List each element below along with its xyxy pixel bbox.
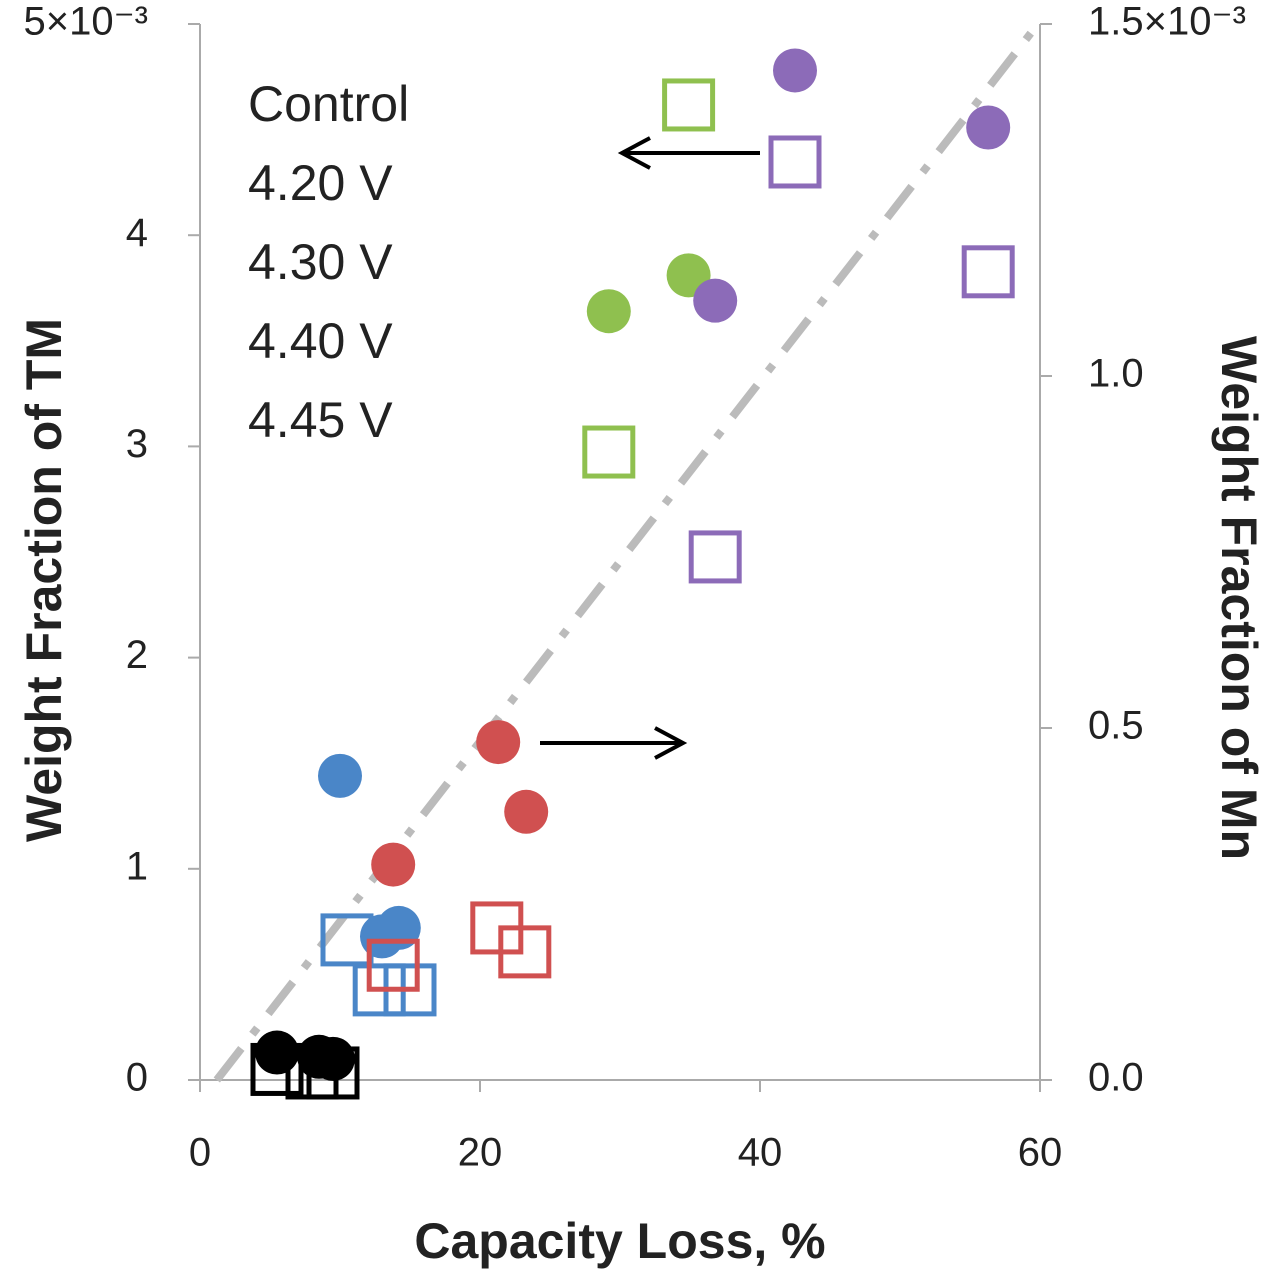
mn-marker xyxy=(688,530,742,584)
y2-tick-label: 1.5×10⁻³ xyxy=(1088,0,1246,44)
legend-label: 4.20 V xyxy=(248,155,393,211)
tm-marker xyxy=(318,753,362,798)
mn-marker xyxy=(961,245,1015,299)
x-tick-label: 40 xyxy=(738,1131,783,1175)
y-tick-label: 4 xyxy=(126,211,148,255)
mn-marker xyxy=(366,938,420,992)
mn-marker xyxy=(768,135,822,189)
tm-marker xyxy=(773,48,817,93)
mn-marker xyxy=(662,78,716,132)
tm-marker xyxy=(966,105,1011,150)
tm-marker xyxy=(586,289,631,334)
arrow xyxy=(617,136,760,170)
tm-marker xyxy=(255,1030,299,1075)
tm-marker xyxy=(371,842,416,887)
legend-label: Control xyxy=(248,76,409,132)
tm-marker xyxy=(476,720,521,765)
trendline xyxy=(213,27,1037,1083)
y2-axis-title: Weight Fraction of Mn xyxy=(1211,336,1267,860)
legend-label: 4.40 V xyxy=(248,313,393,369)
legend-label: 4.45 V xyxy=(248,392,393,448)
tm-marker xyxy=(504,789,549,834)
arrow xyxy=(540,726,688,760)
x-tick-label: 60 xyxy=(1018,1131,1063,1175)
y-tick-label: 2 xyxy=(126,633,148,677)
y2-tick-label: 0.0 xyxy=(1088,1056,1144,1100)
mn-marker xyxy=(498,925,552,979)
y-axis-title: Weight Fraction of TM xyxy=(16,318,72,842)
x-tick-label: 20 xyxy=(458,1131,503,1175)
y-tick-label: 1 xyxy=(126,844,148,888)
y-tick-label: 5×10⁻³ xyxy=(23,0,148,44)
tm-marker xyxy=(311,1036,355,1081)
mn-marker xyxy=(582,425,636,479)
x-axis-title: Capacity Loss, % xyxy=(414,1213,825,1269)
y-tick-label: 0 xyxy=(126,1056,148,1100)
y2-tick-label: 0.5 xyxy=(1088,704,1144,748)
tm-marker xyxy=(693,278,738,323)
y-tick-label: 3 xyxy=(126,422,148,466)
x-tick-label: 0 xyxy=(189,1131,211,1175)
y2-tick-label: 1.0 xyxy=(1088,352,1144,396)
legend-label: 4.30 V xyxy=(248,234,393,290)
